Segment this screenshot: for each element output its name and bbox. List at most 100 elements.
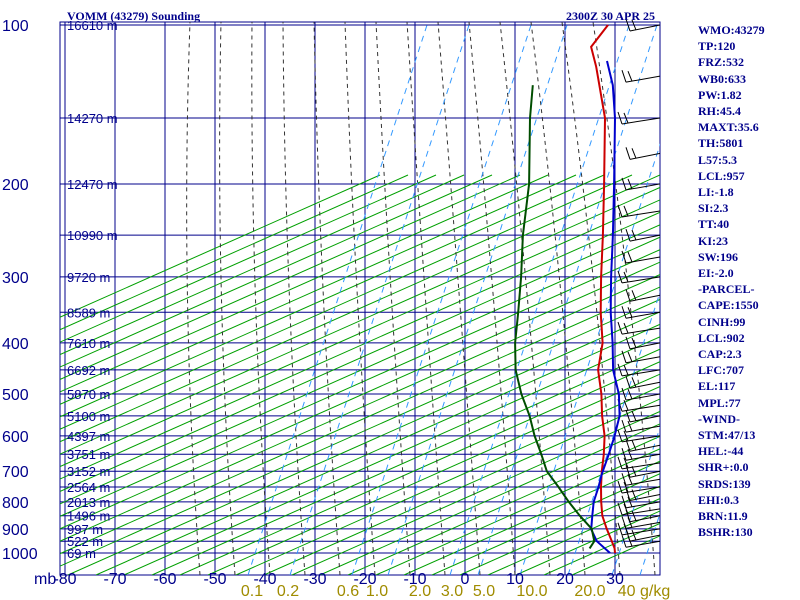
dry-adiabat bbox=[403, 460, 660, 575]
mixing-ratio-label: 20.0 bbox=[574, 583, 605, 600]
temperature-tick-label: -20 bbox=[353, 571, 376, 588]
wind-barb bbox=[617, 204, 661, 218]
wind-barb bbox=[621, 448, 661, 461]
mixing-ratio-label: 0.6 bbox=[337, 583, 359, 600]
dry-adiabat bbox=[123, 336, 660, 575]
wind-barb-flag bbox=[631, 510, 637, 521]
wind-barb bbox=[617, 502, 661, 516]
wind-barb-flag bbox=[627, 178, 633, 190]
height-label: 5100 m bbox=[67, 409, 110, 424]
temperature-tick-label: -50 bbox=[203, 571, 226, 588]
dry-adiabat bbox=[291, 410, 660, 575]
wind-barb-flag bbox=[621, 495, 627, 508]
wind-barb-staff bbox=[621, 369, 661, 377]
wind-barb-staff bbox=[629, 342, 661, 350]
mixing-ratio-line bbox=[477, 22, 659, 575]
temperature-tick-label: -60 bbox=[153, 571, 176, 588]
wind-barb-flag bbox=[617, 480, 623, 494]
wind-barb-flag bbox=[623, 205, 629, 217]
wind-barb bbox=[625, 18, 661, 32]
dry-adiabat bbox=[319, 423, 660, 575]
height-label: 9720 m bbox=[67, 270, 110, 285]
sounding-index: SI:2.3 bbox=[698, 201, 729, 216]
sounding-index: EL:117 bbox=[698, 379, 736, 394]
wind-barb-flag bbox=[623, 400, 629, 411]
height-label: 7610 m bbox=[67, 336, 110, 351]
height-label: 5870 m bbox=[67, 387, 110, 402]
sounding-index: STM:47/13 bbox=[698, 428, 756, 443]
sounding-index: TP:120 bbox=[698, 39, 736, 54]
height-label: 4397 m bbox=[67, 429, 110, 444]
wind-barb-staff bbox=[629, 234, 661, 242]
wind-barb-flag bbox=[623, 364, 629, 376]
wind-barb-flag bbox=[621, 306, 627, 319]
dry-adiabat bbox=[151, 348, 660, 575]
temperature-tick-label: -70 bbox=[103, 571, 126, 588]
mixing-ratio-label: 5.0 bbox=[473, 583, 495, 600]
sounding-index: SRDS:139 bbox=[698, 476, 751, 491]
dry-adiabat bbox=[60, 174, 493, 368]
wind-barb-staff bbox=[629, 381, 661, 389]
sounding-index: BRN:11.9 bbox=[698, 509, 748, 524]
wind-barb-flag bbox=[617, 522, 623, 535]
wind-barb-staff bbox=[621, 508, 661, 516]
wind-barb-flag bbox=[631, 229, 637, 241]
height-label: 3751 m bbox=[67, 447, 110, 462]
wind-barb-flag bbox=[625, 488, 631, 501]
sounding-index: -PARCEL- bbox=[698, 282, 755, 297]
wind-barb-flag bbox=[627, 474, 633, 485]
sounding-index: WMO:43279 bbox=[698, 23, 765, 37]
wind-barb-flag bbox=[631, 19, 637, 31]
dry-adiabat bbox=[60, 211, 660, 480]
height-label: 8589 m bbox=[67, 305, 110, 320]
wind-barb-flag bbox=[625, 18, 631, 32]
mixing-ratio-label: 2.0 bbox=[409, 583, 431, 600]
wind-barb-flag bbox=[623, 112, 629, 124]
sounding-index: L57:5.3 bbox=[698, 152, 737, 167]
wind-barb-staff bbox=[621, 404, 661, 412]
wind-barb-flag bbox=[623, 271, 629, 283]
height-label: 2013 m bbox=[67, 495, 110, 510]
sounding-index: RH:45.4 bbox=[698, 104, 741, 119]
wind-barb bbox=[621, 177, 661, 191]
wind-barb-flag bbox=[623, 457, 629, 469]
wind-barb-staff bbox=[629, 470, 661, 478]
pressure-tick-label: 100 bbox=[2, 18, 29, 35]
dry-adiabat bbox=[60, 174, 633, 430]
wind-barb-staff bbox=[629, 294, 661, 302]
mixing-ratio-label: 0.1 bbox=[241, 583, 263, 600]
wind-barb-staff bbox=[629, 494, 661, 502]
wind-barb bbox=[617, 399, 661, 412]
wind-barb-flag bbox=[617, 270, 623, 284]
sounding-index: -WIND- bbox=[698, 411, 740, 426]
pressure-tick-label: 400 bbox=[2, 336, 29, 353]
pressure-tick-label: 800 bbox=[2, 495, 29, 512]
moist-adiabat bbox=[437, 22, 481, 575]
dry-adiabat bbox=[60, 286, 660, 555]
pressure-tick-label: 200 bbox=[2, 177, 29, 194]
profile-lines bbox=[514, 24, 621, 554]
dry-adiabat bbox=[60, 174, 409, 331]
dry-adiabat bbox=[95, 323, 660, 575]
axis-unit-label: mb bbox=[34, 571, 56, 588]
wind-barb-staff bbox=[629, 515, 661, 523]
wind-barb-staff bbox=[621, 462, 661, 470]
mixing-ratio-label: 40 g/kg bbox=[618, 583, 670, 600]
moist-adiabat bbox=[344, 22, 376, 575]
wind-barb-flag bbox=[627, 70, 633, 82]
parcel-profile-line bbox=[590, 60, 621, 554]
wind-barb-staff bbox=[621, 210, 661, 218]
dry-adiabat bbox=[60, 199, 660, 468]
wind-barb-flag bbox=[621, 448, 627, 461]
dry-adiabat bbox=[60, 274, 660, 542]
dry-adiabat bbox=[60, 174, 660, 443]
wind-barb-flag bbox=[621, 535, 627, 548]
mixing-ratio-line bbox=[247, 22, 429, 575]
wind-barb-staff bbox=[621, 276, 661, 284]
wind-barb bbox=[625, 409, 661, 423]
wind-barb-flag bbox=[621, 387, 627, 401]
sounding-index: TT:40 bbox=[698, 217, 730, 232]
wind-barb-flag bbox=[617, 204, 623, 218]
sounding-index: CINH:99 bbox=[698, 314, 746, 329]
